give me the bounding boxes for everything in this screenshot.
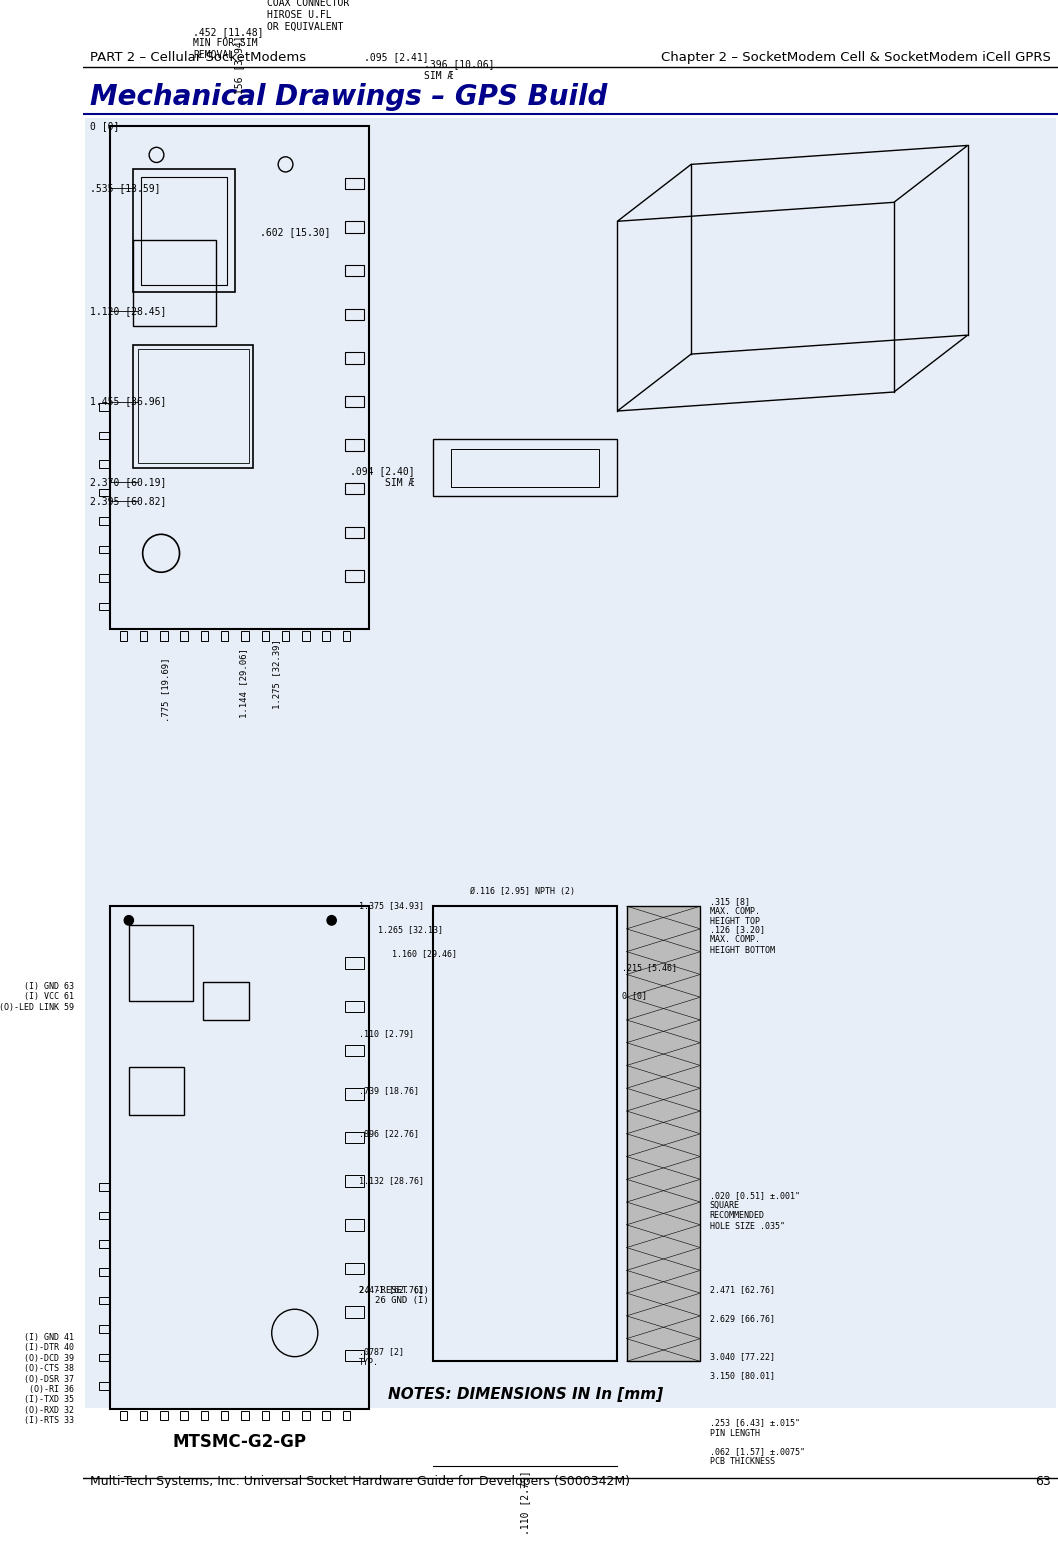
Bar bbox=[346, 177, 364, 190]
Text: NOTES: DIMENSIONS IN In [mm]: NOTES: DIMENSIONS IN In [mm] bbox=[387, 1387, 662, 1402]
Text: 2.395 [60.82]: 2.395 [60.82] bbox=[90, 496, 166, 505]
Bar bbox=[303, 1410, 310, 1421]
Bar bbox=[181, 632, 188, 641]
Bar bbox=[261, 1410, 269, 1421]
Bar bbox=[99, 575, 109, 582]
Bar bbox=[85, 119, 1056, 1408]
Text: .110 [2.79]: .110 [2.79] bbox=[521, 1470, 530, 1535]
Bar bbox=[99, 518, 109, 525]
Text: .396 [10.06]
SIM Æ: .396 [10.06] SIM Æ bbox=[424, 60, 494, 82]
Text: .315 [8]
MAX. COMP.
HEIGHT TOP: .315 [8] MAX. COMP. HEIGHT TOP bbox=[710, 897, 760, 926]
Text: 1.455 [36.96]: 1.455 [36.96] bbox=[90, 396, 166, 407]
Bar bbox=[110, 906, 368, 1408]
Text: .095 [2.41]: .095 [2.41] bbox=[364, 52, 428, 62]
Bar bbox=[99, 1298, 109, 1305]
Circle shape bbox=[327, 915, 336, 925]
Bar bbox=[99, 488, 109, 496]
Bar bbox=[138, 350, 249, 464]
Text: 2.370 [60.19]: 2.370 [60.19] bbox=[90, 478, 166, 487]
Text: (I) GND 41
(I)-DTR 40
(O)-DCD 39
(O)-CTS 38
(O)-DSR 37
(O)-RI 36
(I)-TXD 35
(O)-: (I) GND 41 (I)-DTR 40 (O)-DCD 39 (O)-CTS… bbox=[23, 1333, 74, 1425]
Text: Mechanical Drawings – GPS Build: Mechanical Drawings – GPS Build bbox=[90, 83, 607, 111]
Text: 0 [0]: 0 [0] bbox=[90, 122, 120, 131]
Text: Ø.116 [2.95] NPTH (2): Ø.116 [2.95] NPTH (2) bbox=[470, 888, 574, 897]
Bar bbox=[346, 1307, 364, 1318]
Text: 1.275 [32.39]: 1.275 [32.39] bbox=[272, 638, 280, 709]
Bar bbox=[221, 632, 229, 641]
Bar bbox=[343, 1410, 350, 1421]
Bar bbox=[99, 1211, 109, 1219]
Bar bbox=[120, 1410, 127, 1421]
Bar bbox=[133, 240, 217, 325]
Text: .020 [0.51] ±.001"
SQUARE
RECOMMENDED
HOLE SIZE .035": .020 [0.51] ±.001" SQUARE RECOMMENDED HO… bbox=[710, 1191, 800, 1231]
Bar bbox=[343, 632, 350, 641]
Bar bbox=[346, 353, 364, 364]
Bar bbox=[181, 1410, 188, 1421]
Text: 1.375 [34.93]: 1.375 [34.93] bbox=[360, 901, 424, 911]
Text: .110 [2.79]: .110 [2.79] bbox=[360, 1029, 415, 1039]
Text: 1.265 [32.13]: 1.265 [32.13] bbox=[378, 925, 442, 934]
Text: .094 [2.40]
SIM Æ: .094 [2.40] SIM Æ bbox=[350, 467, 415, 488]
Text: Multi-Tech Systems, Inc. Universal Socket Hardware Guide for Developers (S000342: Multi-Tech Systems, Inc. Universal Socke… bbox=[90, 1475, 631, 1487]
Bar bbox=[133, 345, 253, 468]
Bar bbox=[346, 308, 364, 321]
Bar bbox=[241, 632, 249, 641]
Text: 24 -RESET (I)
26 GND (I): 24 -RESET (I) 26 GND (I) bbox=[359, 1285, 428, 1305]
Bar bbox=[281, 632, 289, 641]
Bar bbox=[99, 603, 109, 610]
Bar bbox=[99, 1183, 109, 1191]
Text: 3.150 [80.01]: 3.150 [80.01] bbox=[710, 1371, 774, 1379]
Bar bbox=[323, 632, 330, 641]
Bar bbox=[133, 170, 235, 293]
Bar bbox=[201, 632, 208, 641]
Text: Chapter 2 – SocketModem Cell & SocketModem iCell GPRS: Chapter 2 – SocketModem Cell & SocketMod… bbox=[661, 51, 1051, 63]
Text: 2.471 [62.76]: 2.471 [62.76] bbox=[360, 1285, 424, 1294]
Text: .535 [13.59]: .535 [13.59] bbox=[90, 183, 161, 193]
Text: .739 [18.76]: .739 [18.76] bbox=[360, 1086, 419, 1096]
Bar bbox=[346, 1350, 364, 1361]
Bar bbox=[99, 404, 109, 411]
Bar bbox=[346, 482, 364, 495]
Text: .775 [19.69]: .775 [19.69] bbox=[161, 658, 170, 723]
Bar bbox=[346, 1262, 364, 1274]
Bar bbox=[323, 1410, 330, 1421]
Bar bbox=[99, 1325, 109, 1333]
Text: 3.040 [77.22]: 3.040 [77.22] bbox=[710, 1351, 774, 1361]
Text: .156 [3.94]: .156 [3.94] bbox=[235, 35, 244, 100]
Text: .062 [1.57] ±.0075"
PCB THICKNESS: .062 [1.57] ±.0075" PCB THICKNESS bbox=[710, 1447, 804, 1465]
Text: 1.160 [29.46]: 1.160 [29.46] bbox=[391, 949, 457, 959]
Bar bbox=[433, 439, 618, 496]
Bar bbox=[160, 1410, 167, 1421]
Text: MTSMC-G2-GP: MTSMC-G2-GP bbox=[172, 1433, 307, 1452]
Bar bbox=[346, 1219, 364, 1231]
Text: 1.144 [29.06]: 1.144 [29.06] bbox=[239, 649, 249, 718]
Bar bbox=[346, 570, 364, 582]
Text: .0787 [2]
TYP.: .0787 [2] TYP. bbox=[360, 1347, 404, 1367]
Text: .452 [11.48]
MIN FOR SIM
REMOVAL: .452 [11.48] MIN FOR SIM REMOVAL bbox=[194, 26, 263, 60]
Text: PART 2 – Cellular SocketModems: PART 2 – Cellular SocketModems bbox=[90, 51, 306, 63]
Text: (I) GND 63
(I) VCC 61
(O)-LED LINK 59: (I) GND 63 (I) VCC 61 (O)-LED LINK 59 bbox=[0, 982, 74, 1012]
Bar bbox=[241, 1410, 249, 1421]
Text: 2.471 [62.76]: 2.471 [62.76] bbox=[710, 1285, 774, 1294]
Text: COAX CONNECTOR
HIROSE U.FL
OR EQUIVALENT: COAX CONNECTOR HIROSE U.FL OR EQUIVALENT bbox=[267, 0, 349, 32]
Bar bbox=[129, 925, 194, 1002]
Bar bbox=[346, 439, 364, 452]
Bar bbox=[303, 632, 310, 641]
Bar bbox=[99, 431, 109, 439]
Bar bbox=[140, 1410, 147, 1421]
Circle shape bbox=[124, 915, 133, 925]
Bar bbox=[346, 1088, 364, 1100]
Bar bbox=[99, 1382, 109, 1390]
Bar bbox=[140, 632, 147, 641]
Bar bbox=[160, 632, 167, 641]
Text: 1.132 [28.76]: 1.132 [28.76] bbox=[360, 1176, 424, 1185]
Text: 1.120 [28.45]: 1.120 [28.45] bbox=[90, 307, 166, 316]
Text: 2.629 [66.76]: 2.629 [66.76] bbox=[710, 1314, 774, 1324]
Text: .896 [22.76]: .896 [22.76] bbox=[360, 1130, 419, 1137]
Bar bbox=[346, 222, 364, 233]
Bar bbox=[452, 448, 599, 487]
Bar bbox=[221, 1410, 229, 1421]
Bar bbox=[346, 1002, 364, 1012]
Bar bbox=[99, 1268, 109, 1276]
Bar bbox=[433, 906, 618, 1361]
Bar bbox=[141, 177, 227, 285]
